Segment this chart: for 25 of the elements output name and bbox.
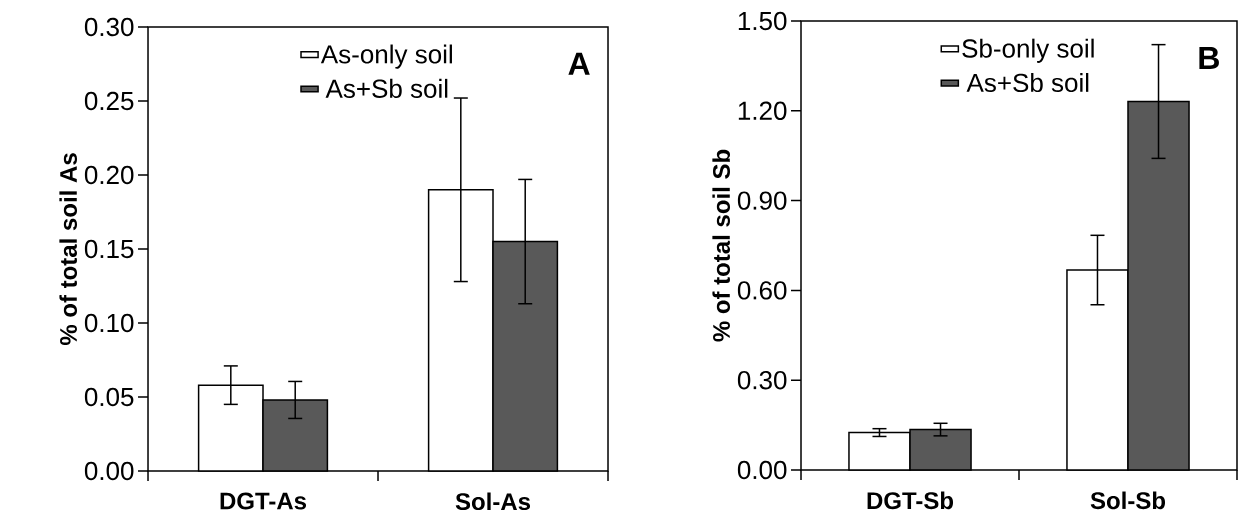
x-tick-label: Sol-As [455, 492, 531, 510]
y-tick-label: 0.90 [737, 191, 787, 210]
x-tick-label: DGT-Sb [867, 491, 954, 510]
annotation: A [568, 52, 590, 75]
y-tick-label: 0.00 [84, 461, 134, 481]
y-tick-label: 0.60 [737, 281, 787, 300]
legend-label: As+Sb soil [325, 78, 448, 98]
y-tick-label: 1.20 [738, 101, 787, 120]
legend-label: Sb-only soil [962, 38, 1094, 63]
y-tick-label: 0.25 [84, 91, 134, 111]
x-tick-label: Sol-Sb [1090, 491, 1166, 510]
legend-label: As+Sb soil [966, 73, 1089, 93]
y-tick-label: 0.20 [84, 165, 134, 185]
y-tick-label: 0.30 [84, 17, 134, 37]
y-tick-label: 0.15 [84, 239, 134, 259]
y-tick-label: 0.10 [84, 313, 134, 333]
y-axis-title: % of total soil Sb [712, 149, 731, 342]
y-axis-title: % of total soil As [59, 153, 78, 346]
legend-label: As-only soil [320, 44, 452, 69]
y-tick-label: 0.05 [84, 387, 134, 407]
x-tick-label: DGT-As [220, 492, 307, 510]
y-tick-label: 1.50 [738, 11, 787, 31]
y-tick-label: 0.00 [737, 460, 787, 480]
y-tick-label: 0.30 [737, 370, 787, 390]
annotation: B [1199, 46, 1219, 69]
